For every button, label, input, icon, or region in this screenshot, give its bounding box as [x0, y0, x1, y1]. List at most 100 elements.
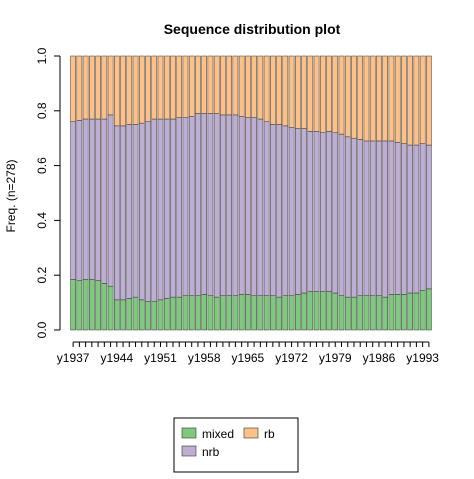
- bar-mixed-y1972: [288, 295, 295, 331]
- bar-nrb-y1937: [70, 121, 76, 280]
- bar-mixed-y1958: [201, 294, 208, 331]
- bar-rb-y1949: [145, 55, 151, 123]
- bar-mixed-y1984: [363, 295, 370, 331]
- bar-nrb-y1966: [251, 117, 257, 297]
- bar-nrb-y1952: [163, 118, 170, 299]
- bar-rb-y1990: [401, 55, 407, 144]
- bar-nrb-y1954: [176, 117, 183, 298]
- bar-mixed-y1976: [313, 291, 320, 331]
- bar-mixed-y1986: [376, 295, 382, 331]
- bar-mixed-y1938: [76, 280, 83, 331]
- bar-rb-y1941: [95, 55, 101, 120]
- bar-mixed-y1963: [232, 295, 239, 331]
- bar-nrb-y1981: [344, 136, 351, 298]
- y-axis: 0.0 0.2 0.4 0.6 0.8 1.0: [35, 47, 61, 338]
- bar-nrb-y1941: [95, 118, 101, 281]
- bar-nrb-y1944: [114, 125, 120, 301]
- bar-nrb-y1953: [170, 118, 176, 298]
- bar-mixed-y1939: [82, 279, 89, 331]
- y-tick-label: 1.0: [35, 47, 49, 64]
- bar-mixed-y1954: [176, 296, 183, 331]
- bar-rb-y1983: [357, 55, 364, 140]
- bar-rb-y1968: [263, 55, 270, 123]
- x-tick-label: y1944: [100, 351, 133, 365]
- bar-nrb-y1948: [138, 122, 145, 301]
- bar-nrb-y1989: [394, 142, 401, 295]
- bar-nrb-y1969: [270, 124, 276, 296]
- bar-nrb-y1965: [245, 117, 251, 295]
- bar-rb-y1946: [126, 55, 133, 125]
- bar-nrb-y1961: [220, 114, 226, 296]
- legend-swatch-mixed: [181, 427, 197, 439]
- bar-mixed-y1994: [426, 288, 432, 331]
- bar-rb-y1984: [363, 55, 370, 142]
- bar-mixed-y1989: [394, 294, 401, 331]
- legend: mixed rb nrb: [173, 417, 299, 473]
- bar-nrb-y1980: [338, 133, 345, 296]
- bar-mixed-y1956: [188, 295, 195, 331]
- x-tick-label: y1951: [144, 351, 177, 365]
- bar-nrb-y1993: [419, 143, 426, 291]
- bar-rb-y1967: [257, 55, 264, 120]
- bar-rb-y1966: [251, 55, 257, 118]
- bar-nrb-y1982: [351, 137, 357, 298]
- y-axis-label: Freq. (n=278): [4, 159, 18, 232]
- bar-rb-y1945: [120, 55, 126, 127]
- bar-rb-y1937: [70, 55, 76, 123]
- bar-nrb-y1994: [426, 144, 432, 290]
- bar-rb-y1975: [307, 55, 314, 132]
- bar-mixed-y1945: [120, 299, 126, 331]
- bar-mixed-y1975: [307, 291, 314, 331]
- bar-nrb-y1940: [89, 118, 95, 280]
- bar-rb-y1973: [295, 55, 301, 129]
- bar-rb-y1956: [188, 55, 195, 117]
- bar-mixed-y1962: [226, 295, 232, 331]
- bar-mixed-y1973: [295, 294, 301, 331]
- bar-rb-y1974: [301, 55, 307, 129]
- bar-nrb-y1959: [207, 113, 214, 297]
- x-tick-label: y1979: [319, 351, 352, 365]
- bar-mixed-y1949: [145, 300, 151, 331]
- bar-rb-y1979: [332, 55, 339, 133]
- bar-mixed-y1993: [419, 290, 426, 331]
- bar-nrb-y1983: [357, 139, 364, 296]
- bar-rb-y1992: [413, 55, 420, 146]
- legend-label-mixed: mixed: [202, 427, 234, 441]
- bar-nrb-y1964: [238, 116, 245, 295]
- bar-nrb-y1984: [363, 140, 370, 296]
- bar-nrb-y1973: [295, 128, 301, 295]
- bar-nrb-y1972: [288, 126, 295, 296]
- bar-nrb-y1955: [182, 117, 189, 297]
- bar-rb-y1943: [107, 55, 114, 116]
- bar-rb-y1970: [276, 55, 282, 125]
- bar-rb-y1944: [114, 55, 120, 127]
- bar-mixed-y1977: [319, 291, 326, 331]
- bar-nrb-y1968: [263, 121, 270, 297]
- bar-rb-y1976: [313, 55, 320, 132]
- bar-mixed-y1971: [282, 295, 289, 331]
- bar-rb-y1953: [170, 55, 176, 120]
- bar-nrb-y1971: [282, 125, 289, 297]
- y-tick-label: 0.8: [35, 102, 49, 119]
- bar-nrb-y1975: [307, 131, 314, 292]
- bar-mixed-y1981: [344, 296, 351, 331]
- bar-rb-y1972: [288, 55, 295, 128]
- bar-nrb-y1988: [388, 140, 395, 295]
- bar-rb-y1964: [238, 55, 245, 117]
- bar-nrb-y1967: [257, 118, 264, 296]
- bar-mixed-y1978: [326, 291, 332, 331]
- bar-mixed-y1987: [382, 296, 389, 331]
- bar-rb-y1942: [101, 55, 108, 120]
- bar-rb-y1957: [195, 55, 201, 114]
- bar-nrb-y1985: [369, 140, 376, 296]
- bar-mixed-y1964: [238, 294, 245, 331]
- bar-rb-y1981: [344, 55, 351, 138]
- bar-mixed-y1946: [126, 298, 133, 331]
- bar-rb-y1994: [426, 55, 432, 146]
- bar-rb-y1993: [419, 55, 426, 144]
- bar-nrb-y1946: [126, 124, 133, 299]
- bar-rb-y1965: [245, 55, 251, 118]
- bar-mixed-y1942: [101, 283, 108, 331]
- x-tick-label: y1965: [232, 351, 265, 365]
- bar-mixed-y1947: [132, 296, 139, 331]
